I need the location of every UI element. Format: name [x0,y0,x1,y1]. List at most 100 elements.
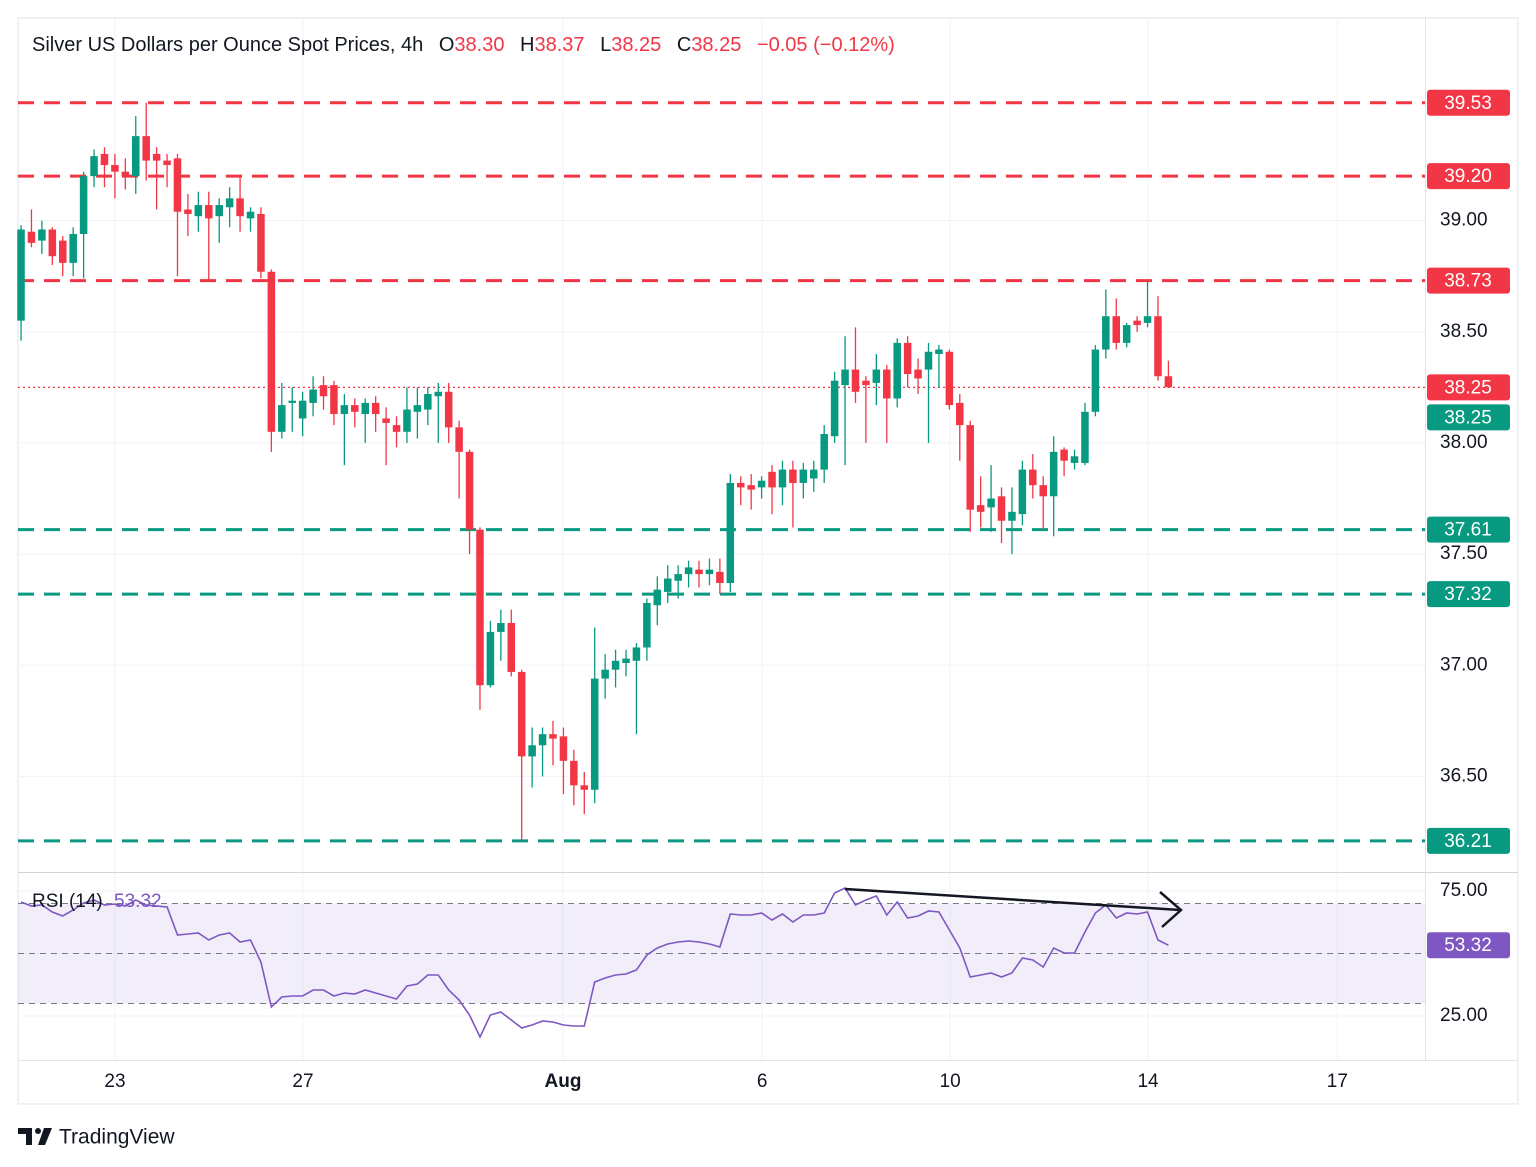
candle [27,209,36,248]
candle-body [538,734,547,746]
x-tick-label: 23 [104,1071,125,1092]
candle-body [100,153,109,166]
candle [132,116,140,194]
candle [736,476,745,506]
candle-body [132,136,140,177]
candle [69,227,77,277]
candle [987,465,995,532]
candle [517,669,526,841]
candle-body [17,229,25,321]
candle [319,376,328,410]
candle [382,407,390,466]
candle [768,465,776,515]
candle [1039,476,1047,530]
candle-body [1018,469,1027,515]
chart-title: Silver US Dollars per Ounce Spot Prices,… [32,34,423,56]
rsi-layer [18,886,1425,1039]
candle [663,565,672,603]
candle [257,207,265,279]
logo-mark [38,1128,52,1145]
y-tick-label: 38.50 [1440,321,1488,342]
candle-body [48,229,57,257]
candle [935,345,943,388]
candle-body [205,205,213,219]
candle [653,576,662,626]
candle-body [465,451,474,530]
candle [632,643,641,735]
candle [100,147,109,188]
candle-body [872,369,881,383]
candle-body [643,602,651,648]
candle [1081,402,1089,466]
candle [611,649,620,688]
candle-body [1143,316,1152,323]
candle-body [351,405,359,412]
y-tick-label: 37.00 [1440,654,1488,675]
candle-body [987,498,995,508]
candle-body [330,385,338,415]
candle-body [966,425,974,510]
candle [830,371,839,443]
candle [820,425,828,483]
candle-body [945,351,954,406]
candle-body [590,678,599,790]
candle-body [121,171,130,177]
candle-body [319,385,328,397]
candle-body [152,153,161,161]
candle [747,474,755,510]
candle [1018,460,1027,526]
level-layer [18,101,1425,843]
candle-body [622,658,630,664]
candle [267,269,276,452]
candle [1122,322,1131,348]
candle [48,227,57,266]
candle [476,527,484,710]
candle-body [476,529,484,686]
candle [38,220,46,254]
level-label-bg [1427,827,1510,854]
candle [883,365,891,443]
candle-body [27,231,36,243]
candle [1070,449,1079,470]
candle-body [976,505,985,512]
candle [966,420,974,532]
candle-body [517,671,526,757]
x-tick-label: 6 [757,1071,768,1092]
candle [1102,289,1110,359]
candle-body [883,369,891,399]
candle-body [1039,485,1047,497]
candle-body [862,380,870,386]
candle-body [58,240,67,263]
level-label: 39.20 [1444,166,1492,187]
candle [601,654,609,699]
candle [371,396,380,432]
candle-body [768,471,776,488]
level-label-bg [1427,516,1510,543]
candle-body [736,482,745,488]
candle-body [371,402,380,415]
candle [90,149,98,188]
candle [340,394,349,466]
level-label-bg [1427,267,1510,294]
rsi-legend: RSI (14) 53.32 [32,891,162,912]
candle-body [236,198,244,217]
candle-body [924,351,933,370]
candle [413,387,422,439]
candle-body [956,402,964,426]
arrow-head [1159,891,1183,928]
candle-body [194,205,203,217]
candle-body [1049,451,1058,497]
candle-body [747,485,755,490]
logo-mark [35,1128,41,1134]
candle-body [528,745,536,757]
candle [152,147,161,210]
candle-body [69,233,77,263]
candle-body [163,160,171,166]
candle-body [173,158,182,212]
rsi-tick-label: 25.00 [1440,1005,1488,1026]
candle [1164,360,1173,388]
ohlc-value: 38.30 [454,34,504,56]
candle-body [653,589,662,606]
candle [111,153,119,199]
